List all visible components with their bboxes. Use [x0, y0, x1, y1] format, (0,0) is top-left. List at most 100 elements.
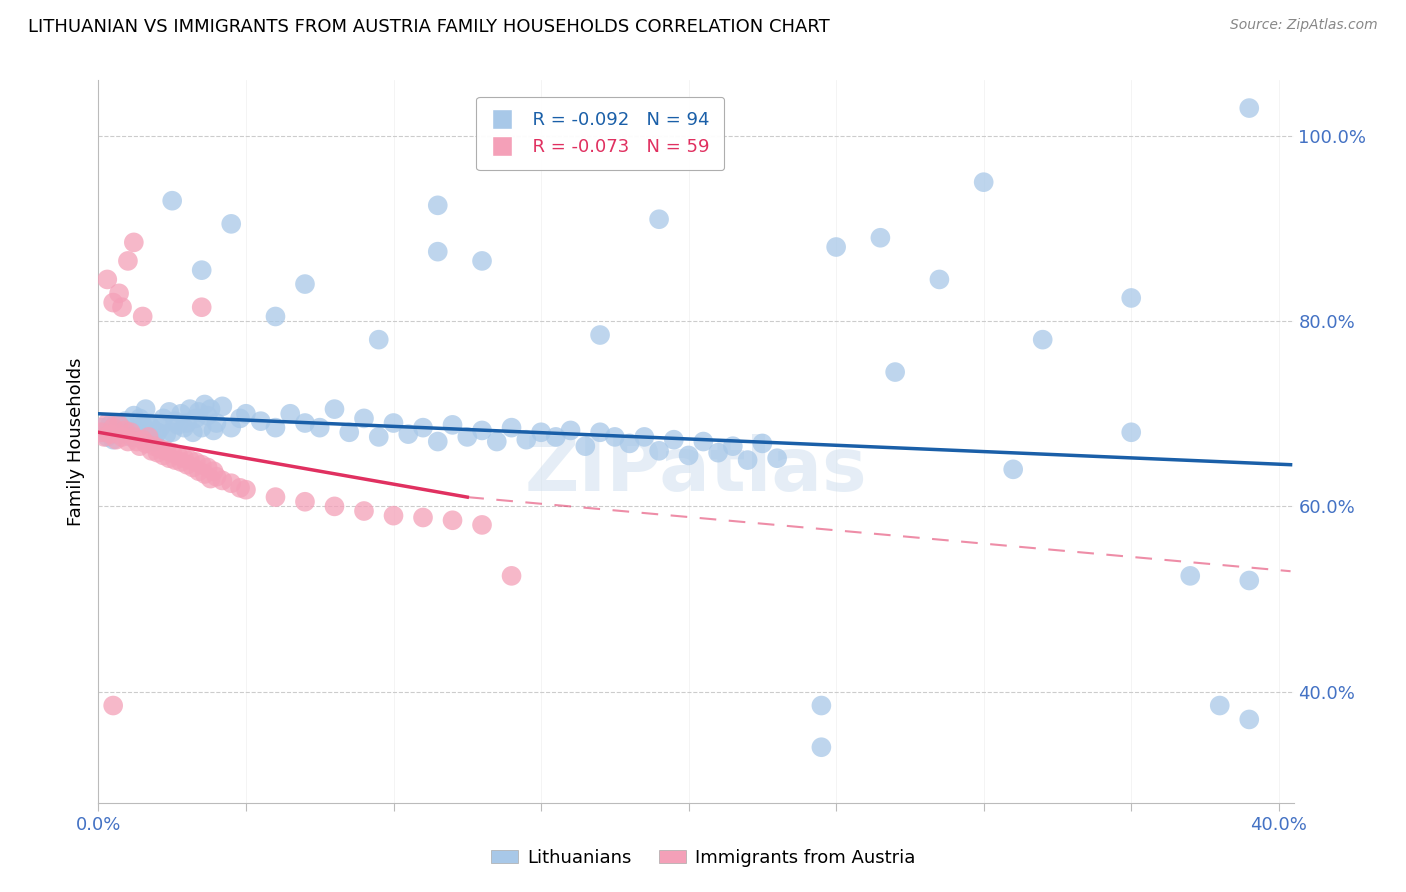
Point [170, 407, 193, 421]
Point [337, 425, 360, 440]
Point [515, 433, 537, 447]
Point [426, 244, 449, 259]
Point [165, 453, 187, 467]
Point [456, 430, 478, 444]
Point [294, 494, 316, 508]
Point [122, 430, 145, 444]
Point [229, 411, 252, 425]
Point [131, 417, 153, 432]
Point [1239, 101, 1261, 115]
Point [737, 453, 759, 467]
Point [205, 416, 228, 430]
Point [678, 449, 700, 463]
Point [471, 424, 494, 438]
Point [501, 569, 523, 583]
Point [471, 517, 494, 532]
Point [973, 175, 995, 189]
Point [619, 436, 641, 450]
Point [367, 430, 389, 444]
Point [1180, 569, 1202, 583]
Point [181, 460, 204, 475]
Point [485, 434, 508, 449]
Point [810, 698, 832, 713]
Point [135, 436, 157, 450]
Point [96, 430, 118, 444]
Point [589, 328, 612, 343]
Point [135, 402, 157, 417]
Point [128, 439, 150, 453]
Point [560, 424, 582, 438]
Point [101, 433, 124, 447]
Point [176, 458, 198, 472]
Point [101, 698, 124, 713]
Point [544, 430, 567, 444]
Point [160, 445, 183, 459]
Point [138, 430, 160, 444]
Text: Source: ZipAtlas.com: Source: ZipAtlas.com [1230, 18, 1378, 32]
Point [173, 451, 195, 466]
Point [157, 451, 180, 466]
Point [146, 445, 169, 459]
Point [128, 411, 150, 425]
Point [114, 414, 136, 428]
Point [235, 407, 257, 421]
Point [194, 397, 217, 411]
Point [141, 420, 163, 434]
Point [155, 443, 177, 458]
Point [308, 420, 330, 434]
Point [190, 458, 212, 472]
Point [117, 434, 139, 449]
Point [721, 439, 744, 453]
Point [396, 427, 419, 442]
Point [108, 417, 131, 432]
Point [152, 411, 174, 425]
Point [111, 420, 134, 434]
Point [367, 333, 389, 347]
Point [589, 425, 612, 440]
Point [173, 420, 195, 434]
Point [205, 469, 228, 483]
Point [96, 272, 118, 286]
Point [501, 420, 523, 434]
Point [766, 451, 789, 466]
Legend:   R = -0.092   N = 94,   R = -0.073   N = 59: R = -0.092 N = 94, R = -0.073 N = 59 [477, 96, 724, 170]
Point [131, 433, 153, 447]
Point [278, 407, 301, 421]
Point [187, 464, 209, 478]
Point [382, 508, 405, 523]
Point [190, 263, 212, 277]
Point [200, 472, 222, 486]
Point [648, 443, 671, 458]
Point [187, 405, 209, 419]
Point [179, 402, 201, 417]
Point [108, 286, 131, 301]
Point [264, 420, 287, 434]
Point [105, 433, 128, 447]
Y-axis label: Family Households: Family Households [66, 358, 84, 525]
Point [122, 235, 145, 250]
Point [1239, 574, 1261, 588]
Point [101, 295, 124, 310]
Point [170, 455, 193, 469]
Point [194, 467, 217, 481]
Point [249, 414, 271, 428]
Point [138, 416, 160, 430]
Point [149, 442, 172, 456]
Point [211, 474, 233, 488]
Point [633, 430, 655, 444]
Point [294, 277, 316, 291]
Point [120, 430, 142, 444]
Point [412, 510, 434, 524]
Point [603, 430, 626, 444]
Point [648, 212, 671, 227]
Point [323, 402, 346, 417]
Point [353, 504, 375, 518]
Point [184, 455, 207, 469]
Point [441, 513, 464, 527]
Point [98, 417, 121, 432]
Point [114, 424, 136, 438]
Point [751, 436, 773, 450]
Point [101, 420, 124, 434]
Point [426, 434, 449, 449]
Point [143, 434, 166, 449]
